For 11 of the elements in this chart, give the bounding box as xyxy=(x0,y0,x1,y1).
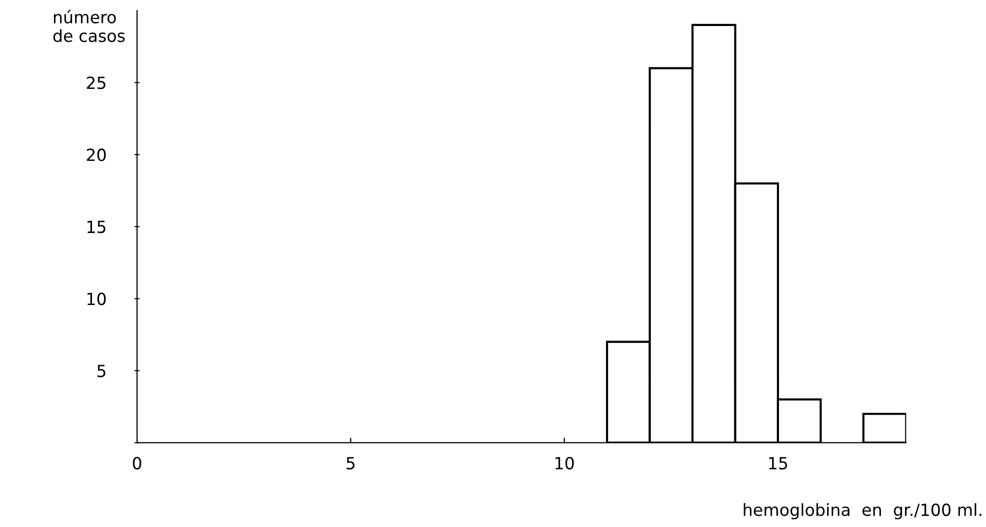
x-axis-title: hemoglobina en gr./100 ml. xyxy=(744,503,982,520)
y-tick-label: 5 xyxy=(98,364,106,378)
x-tick-label: 15 xyxy=(769,457,788,470)
y-tick-label: 10 xyxy=(87,292,106,306)
y-axis-title: número de casos xyxy=(53,10,125,42)
y-tick-label: 15 xyxy=(87,220,106,234)
y-tick-label: 20 xyxy=(86,148,106,162)
x-tick-label: 0 xyxy=(132,456,142,470)
y-tick-label: 25 xyxy=(86,76,106,90)
x-tick-label: 5 xyxy=(346,457,355,470)
x-tick-label: 10 xyxy=(556,456,574,470)
